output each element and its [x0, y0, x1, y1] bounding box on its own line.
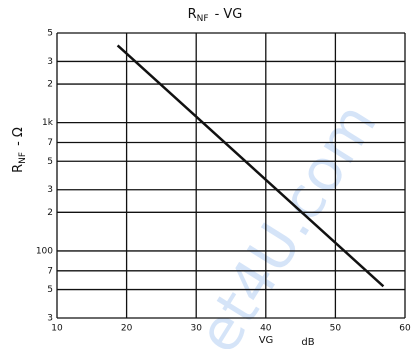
y-tick-label: 3	[47, 314, 53, 324]
title-rest: - VG	[215, 7, 243, 22]
watermark: et4U.com	[184, 91, 390, 349]
y-tick-label: 5	[47, 29, 53, 39]
x-axis-unit: dB	[301, 337, 314, 348]
y-label-sub: NF	[18, 152, 28, 164]
x-tick-label: 10	[51, 324, 63, 334]
y-tick-label: 3	[47, 57, 53, 67]
x-axis-label: VG	[259, 335, 274, 346]
chart-title: RNF - VG	[188, 7, 243, 24]
y-tick-label: 2	[47, 80, 53, 90]
y-tick-label: 2	[47, 208, 53, 218]
title-sub: NF	[197, 14, 209, 24]
x-tick-label: 50	[330, 324, 342, 334]
y-tick-label: 3	[47, 185, 53, 195]
y-tick-label: 5	[47, 285, 53, 295]
y-tick-label: 5	[47, 157, 53, 167]
y-axis-label: RNF - Ω	[11, 127, 28, 173]
y-tick-label: 100	[36, 246, 53, 256]
x-tick-label: 30	[190, 324, 202, 334]
y-tick-label: 7	[47, 266, 53, 276]
data-line	[116, 44, 385, 288]
y-tick-label: 7	[47, 138, 53, 148]
y-tick-label: 1k	[42, 118, 54, 128]
x-tick-label: 40	[260, 324, 272, 334]
y-label-rest: - Ω	[11, 127, 26, 146]
y-label-main: R	[11, 164, 26, 173]
x-tick-label: 60	[399, 324, 411, 334]
title-main: R	[188, 7, 197, 22]
x-tick-label: 20	[121, 324, 133, 334]
